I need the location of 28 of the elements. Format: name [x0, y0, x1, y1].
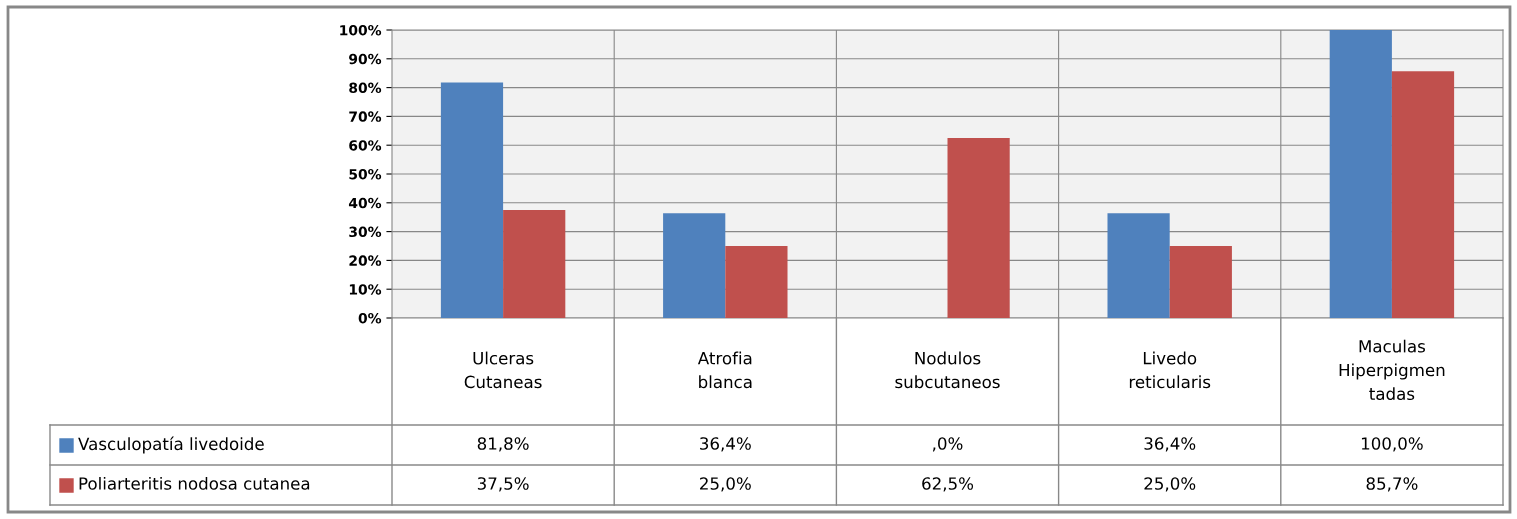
y-tick-label: 20%: [349, 255, 382, 266]
data-label: 37,5%: [477, 477, 529, 492]
data-label: 36,4%: [700, 437, 751, 452]
y-tick-label: 80%: [349, 82, 382, 94]
legend-label: Vasculopatía livedoide: [78, 436, 264, 454]
y-tick-label: 90%: [349, 53, 382, 65]
data-label: 81,8%: [477, 437, 529, 452]
x-tick-label: Atrofia blanca: [697, 351, 752, 389]
y-tick-label: 30%: [349, 226, 382, 238]
y-tick-label: 10%: [349, 284, 382, 295]
data-label: ,0%: [932, 437, 963, 452]
data-label: 36,4%: [1144, 437, 1196, 452]
y-tick-label: 0%: [358, 312, 382, 324]
data-label: 62,5%: [922, 477, 974, 492]
data-label: 25,0%: [1144, 477, 1196, 492]
x-tick-label: Livedo reticularis: [1129, 351, 1211, 389]
legend-label: Poliarteritis nodosa cutanea: [79, 476, 310, 490]
x-tick-label: Nodulos subcutaneos: [895, 351, 1000, 389]
y-tick-label: 100%: [340, 24, 382, 36]
y-tick-label: 50%: [349, 168, 382, 180]
x-tick-label: Ulceras Cutaneas: [464, 351, 542, 389]
y-tick-label: 40%: [348, 197, 382, 209]
x-tick-label: Maculas Hiperpigmen tadas: [1339, 339, 1445, 401]
data-label: 85,7%: [1366, 477, 1418, 492]
y-tick-label: 60%: [349, 140, 382, 151]
y-tick-label: 70%: [349, 111, 382, 122]
data-label: 100,0%: [1361, 437, 1423, 452]
data-label: 25,0%: [700, 477, 751, 492]
